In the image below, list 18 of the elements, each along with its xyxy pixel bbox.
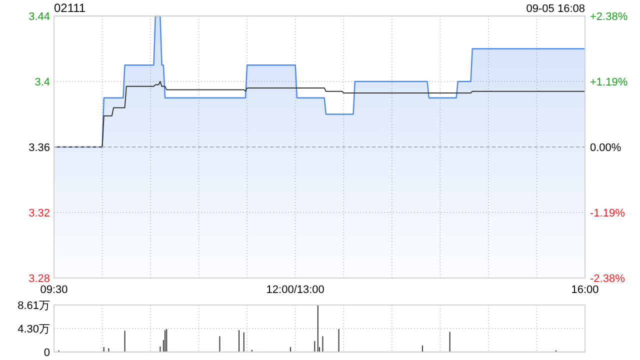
x-tick-label: 09:30 (40, 284, 68, 296)
y2-tick-label: -2.38% (590, 273, 626, 285)
y-tick-label: 3.44 (28, 11, 50, 23)
y2-tick-label: 0.00% (590, 142, 622, 154)
y-tick-label: 8.61万 (18, 300, 50, 312)
text: 09-05 16:08 (526, 3, 585, 15)
y-tick-label: 3.36 (28, 142, 50, 154)
y-tick-label: 3.32 (28, 208, 50, 220)
y-tick-label: 0 (44, 347, 50, 359)
x-tick-label: 16:00 (571, 284, 599, 296)
y-tick-label: 4.30万 (18, 324, 50, 336)
y2-tick-label: +1.19% (590, 76, 628, 88)
y-tick-label: 3.4 (34, 76, 50, 88)
y2-tick-label: +2.38% (590, 11, 628, 23)
x-tick-label: 12:00/13:00 (266, 284, 324, 296)
chart-title: 02111 (54, 1, 86, 15)
y2-tick-label: -1.19% (590, 208, 626, 220)
y-tick-label: 3.28 (28, 273, 50, 285)
